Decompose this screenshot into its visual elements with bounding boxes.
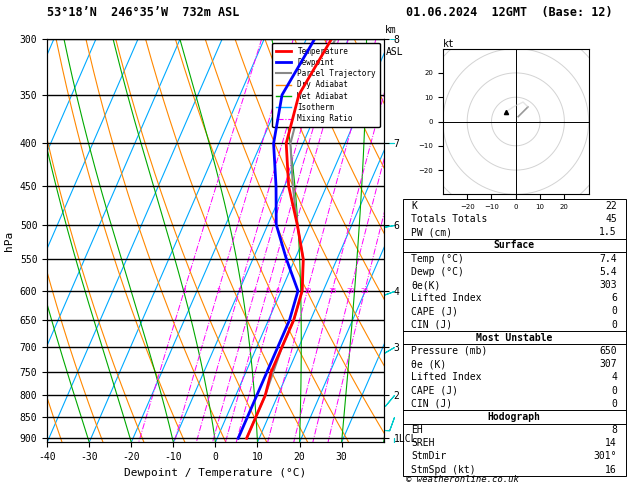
- Text: CIN (J): CIN (J): [411, 399, 453, 409]
- Text: 0: 0: [611, 320, 617, 330]
- Text: 15: 15: [328, 288, 337, 294]
- Text: 6: 6: [276, 288, 279, 294]
- Text: 0: 0: [611, 385, 617, 396]
- Text: 3: 3: [237, 288, 242, 294]
- Text: θe(K): θe(K): [411, 280, 441, 290]
- Text: 1: 1: [182, 288, 186, 294]
- Text: Pressure (mb): Pressure (mb): [411, 346, 488, 356]
- Text: Dewp (°C): Dewp (°C): [411, 267, 464, 277]
- Text: 1.5: 1.5: [599, 227, 617, 237]
- Text: kt: kt: [443, 38, 455, 49]
- Text: 5.4: 5.4: [599, 267, 617, 277]
- Text: 14: 14: [605, 438, 617, 448]
- Text: © weatheronline.co.uk: © weatheronline.co.uk: [406, 474, 518, 484]
- Legend: Temperature, Dewpoint, Parcel Trajectory, Dry Adiabat, Wet Adiabat, Isotherm, Mi: Temperature, Dewpoint, Parcel Trajectory…: [272, 43, 380, 127]
- Text: 303: 303: [599, 280, 617, 290]
- Text: 301°: 301°: [593, 451, 617, 462]
- X-axis label: Dewpoint / Temperature (°C): Dewpoint / Temperature (°C): [125, 468, 306, 478]
- Text: 25: 25: [360, 288, 369, 294]
- Text: 4: 4: [611, 372, 617, 382]
- Text: CIN (J): CIN (J): [411, 320, 453, 330]
- Text: 22: 22: [605, 201, 617, 211]
- Text: 7.4: 7.4: [599, 254, 617, 263]
- Text: km: km: [386, 25, 397, 35]
- Text: Temp (°C): Temp (°C): [411, 254, 464, 263]
- Text: 0: 0: [611, 399, 617, 409]
- Text: ASL: ASL: [386, 47, 403, 57]
- Text: 8: 8: [611, 425, 617, 435]
- Text: 6: 6: [611, 293, 617, 303]
- Text: StmSpd (kt): StmSpd (kt): [411, 465, 476, 475]
- Text: 650: 650: [599, 346, 617, 356]
- Text: 0: 0: [611, 306, 617, 316]
- Y-axis label: hPa: hPa: [4, 230, 14, 251]
- Text: Lifted Index: Lifted Index: [411, 372, 482, 382]
- Text: 53°18’N  246°35’W  732m ASL: 53°18’N 246°35’W 732m ASL: [47, 6, 240, 19]
- Text: 20: 20: [346, 288, 355, 294]
- Text: 2: 2: [216, 288, 220, 294]
- Text: 5: 5: [265, 288, 269, 294]
- Text: Lifted Index: Lifted Index: [411, 293, 482, 303]
- Text: PW (cm): PW (cm): [411, 227, 453, 237]
- Text: 307: 307: [599, 359, 617, 369]
- Text: 10: 10: [303, 288, 311, 294]
- Text: θe (K): θe (K): [411, 359, 447, 369]
- Text: Hodograph: Hodograph: [487, 412, 541, 422]
- Text: Most Unstable: Most Unstable: [476, 333, 552, 343]
- Text: CAPE (J): CAPE (J): [411, 385, 459, 396]
- Text: Surface: Surface: [494, 241, 535, 250]
- Text: StmDir: StmDir: [411, 451, 447, 462]
- Text: 45: 45: [605, 214, 617, 224]
- Text: 4: 4: [253, 288, 257, 294]
- Text: SREH: SREH: [411, 438, 435, 448]
- Text: EH: EH: [411, 425, 423, 435]
- Text: 01.06.2024  12GMT  (Base: 12): 01.06.2024 12GMT (Base: 12): [406, 6, 612, 19]
- Text: Totals Totals: Totals Totals: [411, 214, 488, 224]
- Text: K: K: [411, 201, 418, 211]
- Text: 16: 16: [605, 465, 617, 475]
- Text: CAPE (J): CAPE (J): [411, 306, 459, 316]
